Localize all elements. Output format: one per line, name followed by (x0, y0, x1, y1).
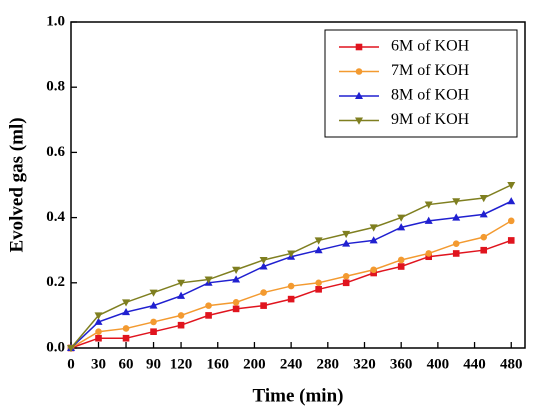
legend-label: 8M of KOH (391, 87, 470, 104)
legend-marker (355, 68, 363, 75)
x-tick-label: 30 (91, 356, 106, 372)
y-tick-label: 1.0 (46, 13, 65, 29)
data-point (95, 334, 102, 342)
data-point (205, 302, 212, 309)
data-point (94, 317, 103, 325)
data-point (149, 289, 158, 297)
x-tick-label: 160 (206, 356, 229, 372)
x-tick-label: 480 (500, 356, 523, 372)
data-point (122, 299, 131, 307)
data-point (397, 214, 406, 222)
x-tick-label: 90 (146, 356, 161, 372)
data-point (369, 236, 378, 244)
data-point (397, 256, 405, 264)
data-point (507, 217, 515, 225)
data-point (177, 291, 186, 299)
y-tick-label: 0.4 (46, 209, 65, 225)
data-point (232, 275, 241, 283)
legend: 6M of KOH 7M of KOH 8M of KOH 9M of KOH (324, 29, 518, 138)
x-tick-label: 360 (390, 356, 413, 372)
data-point (397, 263, 405, 270)
data-point (342, 239, 351, 247)
legend-marker (355, 91, 363, 99)
data-point (260, 289, 267, 296)
y-axis-label: Evolved gas (ml) (6, 117, 27, 252)
x-tick-label: 280 (317, 356, 340, 372)
x-axis-label: Time (min) (253, 385, 344, 406)
data-point (315, 279, 322, 287)
legend-marker (355, 43, 363, 51)
y-tick-label: 0.0 (46, 339, 65, 355)
legend-label: 9M of KOH (391, 111, 470, 128)
x-tick-label: 440 (463, 356, 486, 372)
data-point (259, 256, 268, 265)
data-point (177, 279, 186, 287)
data-point (342, 230, 351, 239)
data-point (287, 282, 295, 290)
x-tick-label: 0 (67, 356, 75, 372)
data-point (232, 299, 240, 306)
data-point (122, 325, 130, 332)
data-point (479, 195, 488, 203)
data-point (95, 328, 102, 336)
data-point (370, 266, 377, 274)
data-point (480, 246, 488, 254)
data-point (424, 216, 433, 224)
legend-label: 6M of KOH (391, 38, 470, 55)
data-point (452, 198, 461, 206)
x-tick-label: 120 (170, 356, 193, 372)
data-point (479, 210, 488, 218)
data-point (315, 286, 322, 293)
legend-label: 7M of KOH (391, 62, 470, 79)
x-tick-label: 200 (243, 356, 266, 372)
x-tick-label: 60 (119, 356, 134, 372)
data-point (287, 250, 296, 258)
data-point (177, 312, 185, 319)
data-point (177, 321, 185, 329)
data-point (122, 307, 131, 316)
data-point (150, 328, 157, 335)
data-point (314, 246, 323, 254)
data-point (232, 266, 241, 274)
legend-marker (355, 117, 363, 125)
data-point (480, 233, 488, 241)
data-point (287, 295, 295, 303)
y-tick-label: 0.6 (46, 144, 65, 160)
y-tick-label: 0.2 (46, 274, 65, 290)
series-line (70, 184, 512, 349)
data-point (260, 302, 267, 309)
y-tick-label: 0.8 (46, 79, 65, 95)
data-point (149, 301, 158, 309)
data-point (397, 223, 406, 231)
data-point (425, 250, 432, 257)
x-tick-label: 400 (427, 356, 450, 372)
data-point (259, 262, 268, 270)
x-tick-label: 320 (353, 356, 376, 372)
data-point (452, 213, 461, 221)
data-point (342, 279, 350, 287)
data-point (452, 250, 460, 257)
data-point (369, 224, 378, 232)
data-point (94, 312, 103, 320)
data-point (204, 276, 213, 284)
data-point (424, 201, 433, 209)
data-point (150, 318, 157, 326)
data-point (67, 345, 75, 353)
data-point (342, 272, 350, 280)
data-point (232, 305, 240, 313)
x-tick-label: 240 (280, 356, 303, 372)
data-point (507, 237, 515, 244)
data-point (452, 240, 460, 247)
data-point (205, 312, 212, 319)
data-point (122, 334, 130, 342)
data-point (507, 197, 516, 205)
data-point (314, 237, 323, 245)
plot-frame (70, 21, 526, 349)
data-point (507, 182, 516, 190)
